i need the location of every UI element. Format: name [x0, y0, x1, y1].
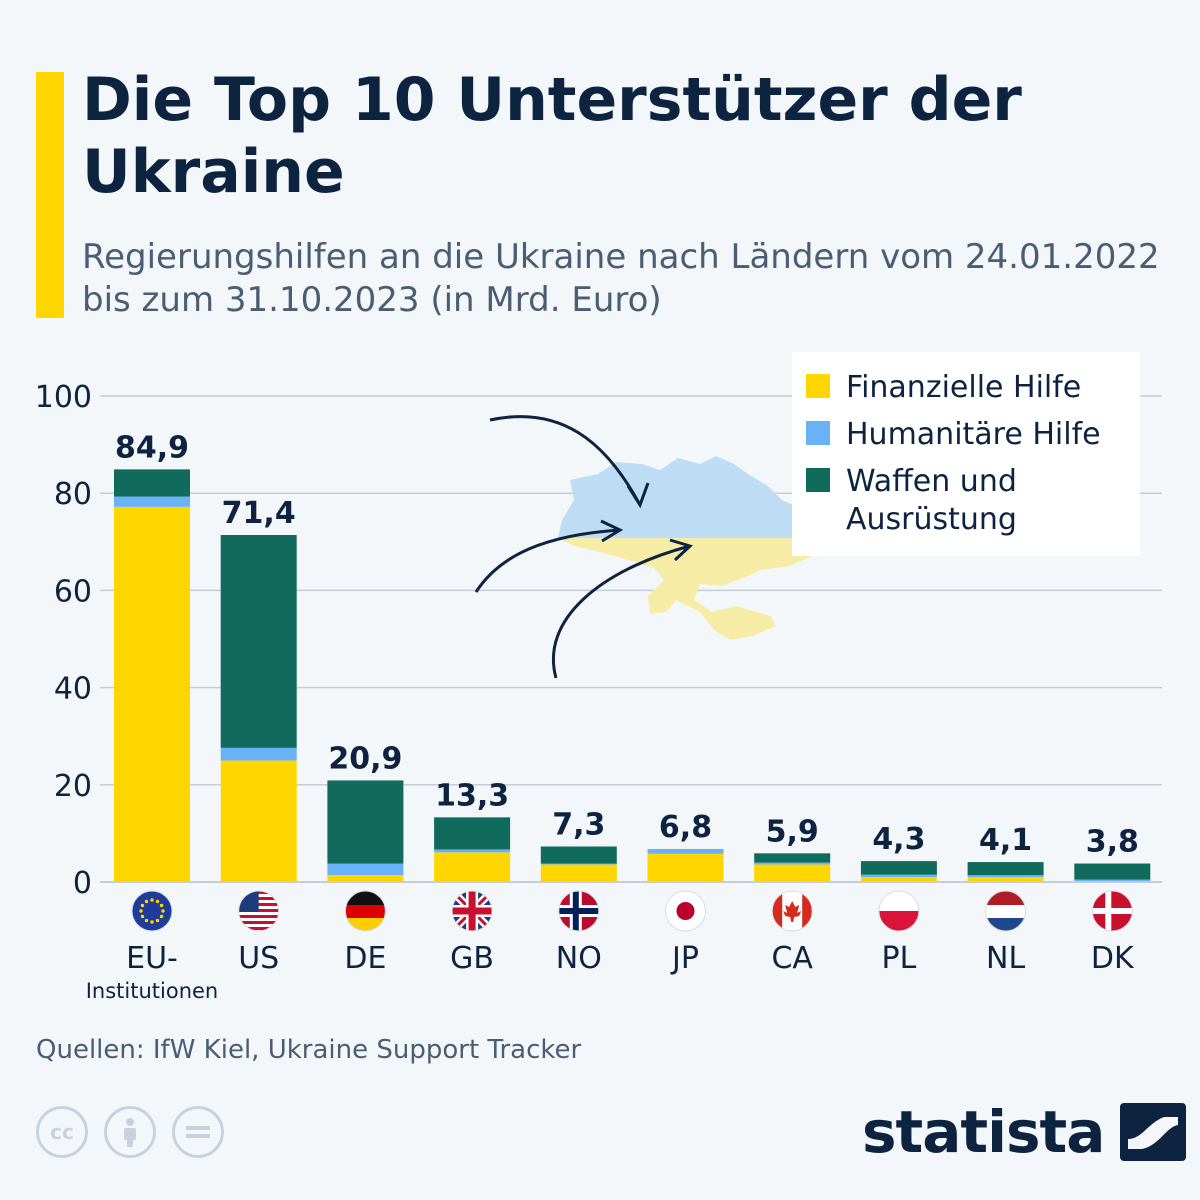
bar-segment: [220, 760, 297, 882]
chart-title: Die Top 10 Unterstützer der Ukraine: [82, 65, 1022, 207]
gb-flag-icon: [451, 890, 493, 932]
bar-segment: [647, 848, 724, 854]
legend-label: Humanitäre Hilfe: [846, 417, 1101, 452]
cc-icon[interactable]: cc: [36, 1106, 88, 1158]
category-label: CA: [771, 941, 813, 976]
category-label: JP: [670, 941, 699, 976]
stacked-bar-chart: 0 20 40 60 80 100 84,9 EU- Institutionen 71,4 US 2…: [35, 352, 1162, 1003]
arrow-3: [551, 544, 691, 679]
equal-icon[interactable]: [172, 1106, 224, 1158]
source-note: Quellen: IfW Kiel, Ukraine Support Track…: [36, 1035, 582, 1065]
bar-total-label: 5,9: [766, 814, 819, 849]
bar-segment: [647, 853, 724, 882]
title-accent-bar: [36, 72, 64, 318]
legend-label: Finanzielle Hilfe: [846, 370, 1081, 405]
bar-total-label: 84,9: [115, 430, 189, 465]
bar-segment: [114, 496, 190, 507]
bar-total-label: 20,9: [328, 741, 402, 776]
bar-segment: [220, 747, 297, 761]
legend-label: Waffen und: [846, 464, 1017, 499]
nl-flag-icon: [985, 890, 1027, 932]
bar-total-label: 4,3: [872, 822, 925, 857]
category-label: NL: [986, 941, 1025, 976]
bar-total-label: 7,3: [552, 808, 605, 843]
bar-segment: [1074, 863, 1151, 880]
brand-name: statista: [862, 1098, 1105, 1166]
labels: 84,9 EU- Institutionen 71,4 US 20,9 DE 13,3 GB 7,…: [86, 430, 1139, 1003]
y-tick-label: 20: [54, 769, 92, 804]
eu-flag-icon: [131, 890, 173, 932]
category-label: DE: [344, 941, 386, 976]
arrow-2: [474, 528, 621, 593]
bar-total-label: 4,1: [979, 823, 1032, 858]
ukraine-map-south-yellow: [558, 538, 826, 640]
ukraine-map-illustration: [474, 415, 826, 679]
legend-box: [792, 352, 1140, 556]
statista-mark-icon: [1120, 1103, 1187, 1161]
statista-logo[interactable]: statista: [862, 1098, 1187, 1166]
y-tick-label: 60: [54, 574, 92, 609]
license-icons: cc: [36, 1106, 224, 1158]
bar-segment: [967, 862, 1044, 876]
bar-segment: [860, 861, 937, 875]
arrow-2-head: [600, 519, 624, 543]
bar-segment: [860, 874, 937, 878]
bar-segment: [540, 863, 617, 865]
bar-segment: [967, 877, 1044, 882]
legend: Finanzielle Hilfe Humanitäre Hilfe Waffen …: [792, 352, 1140, 556]
category-label: PL: [881, 941, 916, 976]
bar-segment: [220, 534, 297, 748]
category-label: EU-: [126, 941, 178, 976]
bar-segment: [754, 864, 831, 882]
bar-segment: [327, 875, 404, 882]
legend-swatch: [806, 468, 830, 492]
bars: [114, 469, 1151, 882]
bar-segment: [1074, 881, 1151, 882]
bar-segment: [540, 864, 617, 882]
legend-swatch: [806, 374, 830, 398]
bar-segment: [114, 506, 190, 882]
bar-total-label: 6,8: [659, 810, 712, 845]
chart-subtitle: Regierungshilfen an die Ukraine nach Län…: [82, 237, 1160, 320]
pl-flag-icon: [878, 890, 920, 932]
ukraine-map-north-blue: [558, 456, 826, 538]
category-label: DK: [1091, 941, 1135, 976]
us-flag-icon: [238, 890, 280, 932]
bar-segment: [1074, 879, 1151, 882]
category-label: NO: [556, 941, 602, 976]
category-label: US: [238, 941, 279, 976]
category-label: Institutionen: [86, 979, 219, 1003]
jp-flag-icon: [665, 890, 706, 932]
bar-segment: [434, 852, 511, 882]
ca-flag-icon: [771, 890, 813, 932]
no-flag-icon: [558, 890, 600, 932]
category-label: GB: [450, 941, 494, 976]
arrow-3-head: [669, 538, 693, 562]
bar-total-label: 13,3: [435, 778, 509, 813]
y-tick-label: 80: [54, 477, 92, 512]
person-icon[interactable]: [104, 1106, 156, 1158]
bar-segment: [327, 780, 404, 864]
bar-segment: [434, 849, 511, 853]
de-flag-icon: [344, 890, 386, 932]
bar-total-label: 71,4: [222, 496, 296, 531]
bar-segment: [860, 877, 937, 882]
bar-segment: [327, 863, 404, 876]
bar-segment: [754, 853, 831, 863]
bar-segment: [114, 469, 190, 497]
bar-segment: [754, 862, 831, 865]
bar-segment: [967, 875, 1044, 878]
arrow-1-head: [626, 482, 650, 509]
bar-segment: [434, 817, 511, 850]
y-tick-label: 40: [54, 672, 92, 707]
arrow-1: [489, 415, 642, 506]
decorative-arrows: [474, 415, 693, 679]
y-tick-label: 100: [35, 380, 92, 415]
bar-total-label: 3,8: [1086, 825, 1139, 860]
y-tick-label: 0: [73, 866, 92, 901]
legend-swatch: [806, 421, 830, 445]
dk-flag-icon: [1091, 890, 1133, 932]
bar-segment: [540, 846, 617, 864]
legend-label: Ausrüstung: [846, 502, 1017, 537]
